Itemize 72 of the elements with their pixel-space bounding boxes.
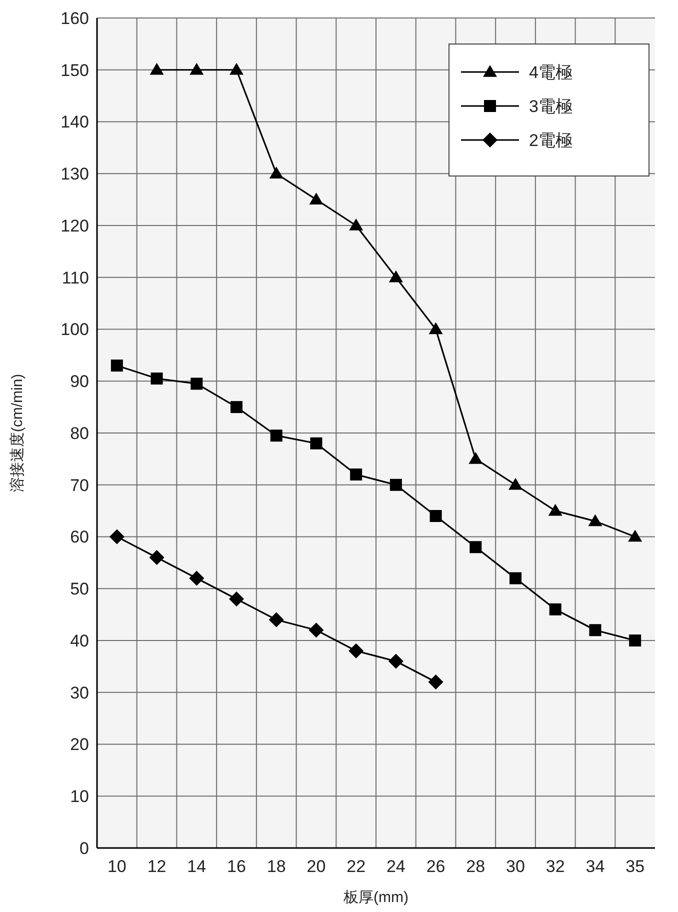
point: [588, 514, 602, 526]
y-tick-label: 40: [70, 631, 89, 650]
point: [388, 270, 403, 282]
point: [309, 192, 324, 204]
x-tick-label: 22: [346, 857, 366, 876]
x-tick-label: 30: [506, 857, 525, 876]
y-tick-label: 0: [80, 838, 89, 858]
x-axis-title: 板厚(mm): [342, 889, 408, 906]
x-tick-label: 35: [626, 857, 645, 876]
y-tick-label: 150: [60, 60, 89, 80]
point: [428, 674, 444, 690]
legend-label: 2電極: [529, 130, 572, 150]
x-tick-label: 16: [227, 857, 246, 876]
x-tick-label: 24: [386, 857, 406, 876]
x-tick-label: 14: [187, 857, 206, 876]
y-tick-label: 90: [70, 372, 89, 392]
point: [508, 478, 522, 490]
point: [628, 530, 642, 542]
y-tick-label: 20: [70, 735, 89, 754]
point: [390, 478, 402, 491]
y-tick-label: 70: [70, 476, 89, 495]
point: [230, 401, 242, 414]
point: [268, 612, 284, 628]
point: [230, 62, 244, 75]
point: [349, 218, 364, 230]
point: [548, 504, 562, 516]
point: [589, 624, 602, 636]
point: [510, 572, 522, 584]
point: [629, 634, 642, 646]
y-tick-label: 110: [62, 268, 89, 288]
x-tick-label: 12: [147, 857, 166, 876]
point: [109, 529, 124, 544]
point: [348, 643, 364, 658]
x-tick-label: 34: [586, 857, 605, 876]
y-tick-label: 100: [60, 320, 89, 340]
x-tick-label: 28: [466, 857, 486, 876]
point: [229, 592, 244, 606]
point: [430, 510, 442, 522]
y-tick-label: 80: [70, 424, 89, 443]
point: [150, 62, 164, 75]
y-tick-label: 130: [60, 164, 89, 184]
y-tick-label: 10: [70, 787, 89, 806]
legend-label: 3電極: [529, 96, 572, 116]
point: [270, 430, 282, 442]
point: [269, 166, 284, 179]
x-tick-label: 18: [266, 857, 286, 876]
point: [190, 62, 204, 75]
point: [310, 437, 322, 450]
point: [110, 360, 123, 372]
point: [428, 322, 443, 334]
point: [190, 378, 203, 390]
point: [549, 603, 562, 616]
point: [388, 654, 404, 669]
y-tick-label: 30: [70, 683, 89, 702]
y-tick-label: 140: [60, 112, 89, 132]
x-tick-label: 26: [426, 857, 446, 876]
legend-label: 4電極: [529, 62, 572, 82]
point: [350, 468, 362, 480]
point: [308, 622, 324, 638]
x-tick-label: 20: [306, 857, 326, 876]
point: [149, 550, 164, 565]
x-tick-label: 32: [546, 857, 565, 876]
point: [150, 372, 163, 385]
y-tick-label: 60: [70, 528, 89, 547]
point: [468, 452, 483, 464]
x-tick-label: 10: [107, 857, 126, 876]
point: [470, 541, 482, 554]
y-tick-label: 50: [70, 580, 89, 599]
y-tick-label: 160: [60, 8, 89, 28]
point: [189, 570, 204, 586]
y-axis-title: 溶接速度(cm/min): [9, 374, 26, 492]
y-tick-label: 120: [60, 216, 89, 236]
